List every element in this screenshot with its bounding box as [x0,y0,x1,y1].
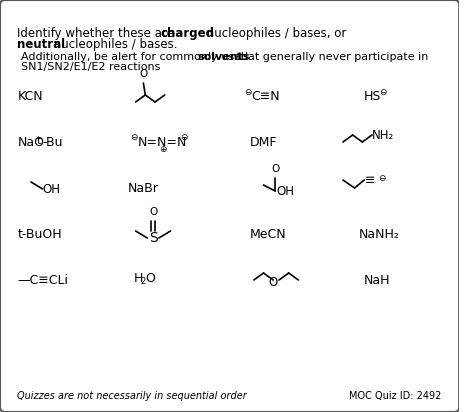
Text: t: t [37,136,41,146]
Text: O: O [269,276,278,288]
Text: NaNH₂: NaNH₂ [358,227,399,241]
Text: ⊖: ⊖ [379,87,386,96]
Text: O: O [149,207,157,217]
Text: NaO: NaO [18,136,45,148]
Text: MOC Quiz ID: 2492: MOC Quiz ID: 2492 [349,391,442,401]
Text: ⊕: ⊕ [159,145,166,154]
Text: ≡: ≡ [364,173,375,187]
Text: solvents: solvents [198,52,250,62]
Text: N=N=N: N=N=N [137,136,187,148]
Text: H: H [134,272,143,286]
Text: DMF: DMF [250,136,277,148]
Text: O: O [271,164,279,174]
Text: O: O [146,272,155,286]
Text: S: S [149,231,157,245]
Text: OH: OH [276,185,294,197]
Text: MeCN: MeCN [250,227,287,241]
Text: Quizzes are not necessarily in sequential order: Quizzes are not necessarily in sequentia… [18,391,247,401]
Text: 2: 2 [140,278,146,286]
Text: NaBr: NaBr [128,182,159,194]
Text: ⊖: ⊖ [378,173,385,183]
Text: —C≡CLi: —C≡CLi [18,274,68,286]
Text: Additionally, be alert for commonly used: Additionally, be alert for commonly used [21,52,252,62]
Text: SN1/SN2/E1/E2 reactions: SN1/SN2/E1/E2 reactions [21,62,161,72]
Text: OH: OH [43,183,61,196]
Text: ⊖: ⊖ [130,133,137,141]
FancyBboxPatch shape [0,0,459,412]
Text: -Bu: -Bu [43,136,63,148]
Text: NaH: NaH [363,274,390,286]
Text: Identify whether these are: Identify whether these are [18,27,178,40]
Text: NH₂: NH₂ [372,129,394,141]
Text: t-BuOH: t-BuOH [18,227,62,241]
Text: neutral: neutral [18,38,65,51]
Text: C≡N: C≡N [251,89,280,103]
Text: nucleophiles / bases.: nucleophiles / bases. [50,38,178,51]
Text: O: O [139,69,147,79]
Text: KCN: KCN [18,89,43,103]
Text: that generally never participate in: that generally never participate in [234,52,429,62]
Text: charged: charged [161,27,215,40]
Text: ⊖: ⊖ [180,133,188,141]
Text: HS: HS [363,89,381,103]
Text: ⊖: ⊖ [244,87,252,96]
Text: nucleophiles / bases, or: nucleophiles / bases, or [203,27,347,40]
